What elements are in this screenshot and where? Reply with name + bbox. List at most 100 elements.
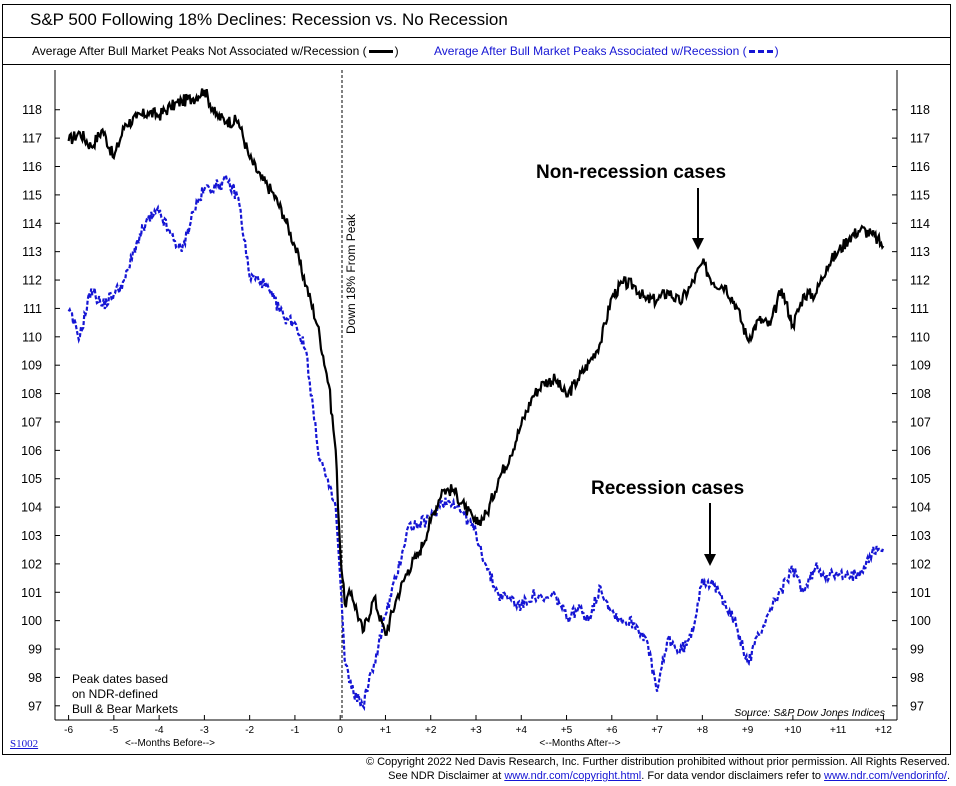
- disclaimer-text: .: [946, 770, 950, 782]
- months-after-label: <--Months After-->: [539, 738, 620, 749]
- series-line-recession: [67, 173, 885, 712]
- vline-label: Down 18% From Peak: [344, 213, 358, 334]
- y-tick-label-left: 98: [28, 671, 42, 685]
- legend-paren-open: (: [742, 44, 747, 58]
- y-axis-ticks: 97 97 98 98 99 99 100 100 101 101 102 102 103 103 104 1…: [21, 103, 931, 713]
- y-tick-label-right: 105: [910, 472, 931, 486]
- y-tick-label-left: 110: [22, 330, 42, 344]
- x-tick-label: +1: [380, 725, 392, 736]
- y-tick-label-left: 100: [21, 614, 42, 628]
- line-chart: Down 18% From Peak 97 97 98 98 99 99 100 100 101…: [21, 70, 931, 749]
- x-tick-label: +9: [742, 725, 754, 736]
- legend-paren-close: ): [394, 44, 399, 58]
- y-tick-label-left: 118: [22, 103, 42, 117]
- recession-arrow-head: [704, 554, 716, 566]
- y-tick-label-right: 98: [910, 671, 924, 685]
- y-tick-label-right: 113: [910, 245, 930, 259]
- y-tick-label-left: 103: [21, 529, 42, 543]
- y-tick-label-right: 106: [910, 444, 931, 458]
- y-tick-label-right: 111: [910, 302, 929, 316]
- y-tick-label-left: 101: [21, 586, 42, 600]
- note-line-2: on NDR-defined: [72, 687, 158, 701]
- y-tick-label-left: 107: [21, 415, 42, 429]
- chart-title: S&P 500 Following 18% Declines: Recessio…: [30, 10, 508, 29]
- x-axis-ticks: -6 -5 -4 -3 -2 -1 0 +1 +2 +3 +4 +5 +6 +7 +8 +9 +10 +11 +12: [64, 715, 892, 736]
- x-tick-label: +7: [651, 725, 663, 736]
- x-tick-label: +8: [697, 725, 709, 736]
- legend-paren-close: ): [774, 44, 779, 58]
- y-tick-label-left: 99: [28, 643, 42, 657]
- y-tick-label-right: 118: [910, 103, 930, 117]
- x-tick-label: -5: [109, 725, 118, 736]
- months-before-label: <--Months Before-->: [125, 738, 215, 749]
- y-tick-label-right: 114: [910, 217, 930, 231]
- x-tick-label: +2: [425, 725, 437, 736]
- y-tick-label-right: 117: [910, 132, 930, 146]
- note-line-1: Peak dates based: [72, 672, 168, 686]
- chart-code-link[interactable]: S1002: [10, 738, 39, 750]
- x-tick-label: -3: [200, 725, 209, 736]
- x-tick-label: 0: [337, 725, 343, 736]
- disclaimer-text: See NDR Disclaimer at: [388, 770, 505, 782]
- legend-label-nonrecession: Average After Bull Market Peaks Not Asso…: [32, 44, 360, 58]
- x-tick-label: -1: [290, 725, 299, 736]
- footer-copyright: © Copyright 2022 Ned Davis Research, Inc…: [365, 756, 950, 768]
- footer-disclaimer: See NDR Disclaimer at www.ndr.com/copyri…: [388, 770, 950, 782]
- copyright-link[interactable]: www.ndr.com/copyright.html: [504, 770, 642, 782]
- y-tick-label-right: 107: [910, 415, 931, 429]
- x-tick-label: -4: [155, 725, 164, 736]
- y-tick-label-left: 102: [21, 557, 42, 571]
- y-tick-label-left: 115: [22, 188, 42, 202]
- y-tick-label-left: 117: [22, 132, 42, 146]
- y-tick-label-left: 106: [21, 444, 42, 458]
- x-tick-label: +10: [784, 725, 801, 736]
- x-tick-label: +6: [606, 725, 618, 736]
- y-tick-label-right: 102: [910, 557, 931, 571]
- y-tick-label-left: 108: [21, 387, 42, 401]
- y-tick-label-right: 110: [910, 330, 930, 344]
- y-tick-label-right: 115: [910, 188, 930, 202]
- y-tick-label-right: 97: [910, 699, 924, 713]
- y-tick-label-left: 109: [21, 359, 42, 373]
- legend-dashed-swatch: [748, 50, 773, 54]
- x-tick-label: +12: [875, 725, 892, 736]
- y-tick-label-left: 114: [22, 217, 42, 231]
- recession-annotation: Recession cases: [591, 478, 744, 499]
- legend: Average After Bull Market Peaks Not Asso…: [2, 37, 951, 65]
- y-tick-label-right: 101: [910, 586, 931, 600]
- y-tick-label-left: 104: [21, 501, 42, 515]
- y-tick-label-right: 99: [910, 643, 924, 657]
- y-tick-label-left: 113: [22, 245, 42, 259]
- x-tick-label: +11: [830, 725, 847, 736]
- x-tick-label: +5: [561, 725, 573, 736]
- source-note: Source: S&P Dow Jones Indices: [734, 707, 886, 719]
- y-tick-label-right: 108: [910, 387, 931, 401]
- x-tick-label: +4: [516, 725, 528, 736]
- chart-frame: [2, 4, 951, 755]
- y-tick-label-left: 97: [28, 699, 42, 713]
- y-tick-label-left: 116: [22, 160, 42, 174]
- x-tick-label: +3: [470, 725, 482, 736]
- nonrecession-annotation: Non-recession cases: [536, 162, 726, 183]
- disclaimer-text: . For data vendor disclaimers refer to: [641, 770, 825, 782]
- y-tick-label-right: 112: [910, 274, 930, 288]
- note-line-3: Bull & Bear Markets: [72, 702, 178, 716]
- y-tick-label-right: 116: [910, 160, 930, 174]
- y-tick-label-left: 112: [22, 274, 42, 288]
- y-tick-label-left: 111: [23, 302, 42, 316]
- x-tick-label: -2: [245, 725, 254, 736]
- nonrecession-arrow-head: [692, 238, 704, 250]
- vendorinfo-link[interactable]: www.ndr.com/vendorinfo/: [824, 770, 947, 782]
- legend-label-recession: Average After Bull Market Peaks Associat…: [434, 44, 740, 58]
- y-tick-label-right: 103: [910, 529, 931, 543]
- legend-paren-open: (: [362, 44, 367, 58]
- y-tick-label-left: 105: [21, 472, 42, 486]
- y-tick-label-right: 100: [910, 614, 931, 628]
- legend-item-recession: Average After Bull Market Peaks Associat…: [434, 44, 779, 58]
- y-tick-label-right: 109: [910, 359, 931, 373]
- series-line-nonrecession: [67, 88, 885, 636]
- legend-solid-swatch: [368, 50, 393, 54]
- legend-item-nonrecession: Average After Bull Market Peaks Not Asso…: [32, 44, 399, 58]
- y-tick-label-right: 104: [910, 501, 931, 515]
- x-tick-label: -6: [64, 725, 73, 736]
